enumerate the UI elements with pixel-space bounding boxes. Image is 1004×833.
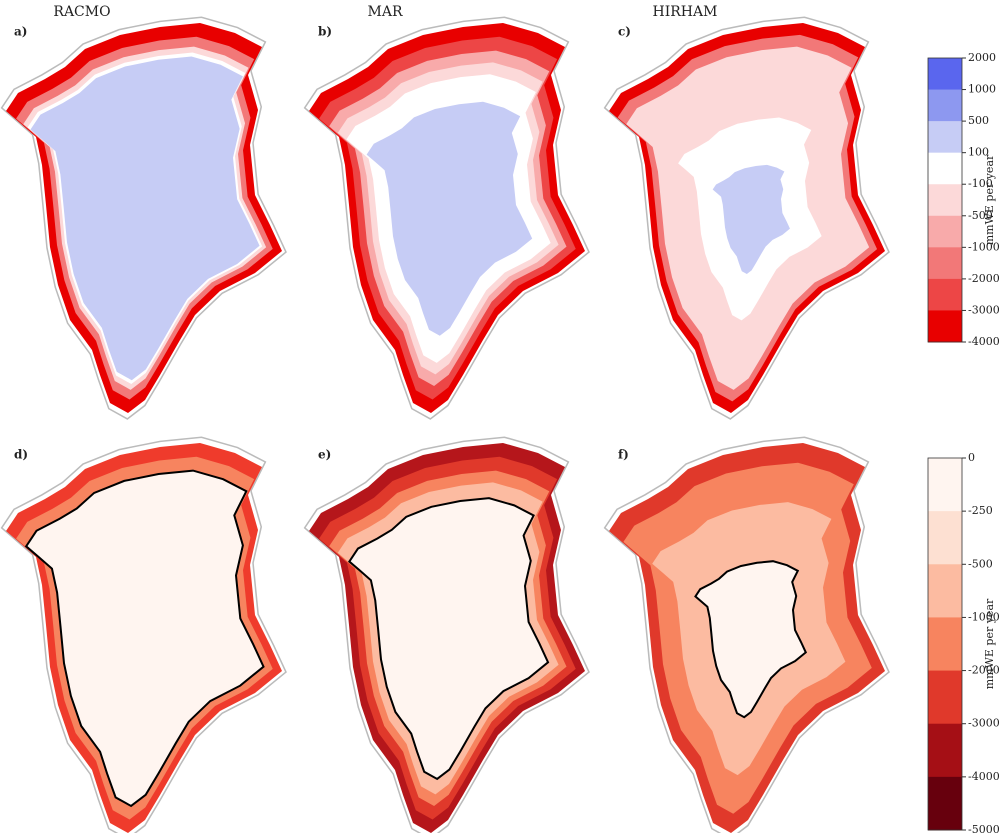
colorbar-band [928, 511, 962, 565]
colorbar-band [928, 670, 962, 725]
colorbar-tick-label: 100 [968, 146, 989, 159]
colorbar-tick-label: 2000 [968, 51, 996, 64]
map-panel [0, 16, 287, 420]
panel-label: f) [618, 448, 629, 462]
colorbar-tick-label: -3000 [968, 717, 1000, 730]
colorbar-tick-label: -1000 [968, 240, 1000, 253]
colorbar-tick-label: -500 [968, 209, 993, 222]
colorbar-tick-label: -500 [968, 557, 993, 570]
colorbar-band [928, 121, 962, 154]
colorbar-label: mmWE per year [983, 598, 996, 689]
colorbar-frame [927, 457, 963, 831]
panel-label: d) [14, 448, 28, 462]
colorbar-band [928, 215, 962, 248]
colorbar-band [928, 184, 962, 217]
map-panel [0, 436, 287, 833]
colorbar-tick-label: -4000 [968, 335, 1000, 348]
colorbar-band [928, 89, 962, 122]
colorbar-tick-label: -4000 [968, 770, 1000, 783]
colorbar-tick-label: -5000 [968, 823, 1000, 833]
colorbar-band [928, 310, 962, 343]
colorbar-tick-label: -3000 [968, 303, 1000, 316]
column-title: RACMO [53, 4, 110, 20]
panel-label: b) [318, 25, 332, 39]
maps [0, 16, 890, 833]
map-panel [303, 16, 590, 420]
colorbar-tick-label: 0 [968, 451, 975, 464]
colorbar-tick-label: -250 [968, 504, 993, 517]
colorbar-band [928, 776, 962, 831]
colorbar-label: mmWE per year [983, 154, 996, 245]
column-title: MAR [368, 4, 403, 20]
colorbar-band [928, 247, 962, 280]
colorbar-tick-label: -2000 [968, 664, 1000, 677]
colorbar-frame [927, 57, 963, 343]
map-panel [603, 16, 890, 420]
colorbar-band [928, 723, 962, 778]
colorbar-band [928, 617, 962, 672]
panel-label: e) [318, 448, 331, 462]
map-panel [303, 436, 590, 833]
colorbar-band [928, 458, 962, 512]
colorbar-band [928, 58, 962, 91]
colorbar-tick-label: 1000 [968, 83, 996, 96]
colorbar-band [928, 564, 962, 618]
map-panel [603, 436, 890, 833]
colorbar-band [928, 152, 962, 185]
column-title: HIRHAM [653, 4, 718, 20]
colorbar-band [928, 278, 962, 311]
ice-zone [30, 56, 260, 381]
colorbar-tick-label: -1000 [968, 610, 1000, 623]
panel-label: a) [14, 25, 27, 39]
colorbar-tick-label: -100 [968, 177, 993, 190]
panel-label: c) [618, 25, 631, 39]
colorbar-tick-label: -2000 [968, 272, 1000, 285]
colorbar-tick-label: 500 [968, 114, 989, 127]
